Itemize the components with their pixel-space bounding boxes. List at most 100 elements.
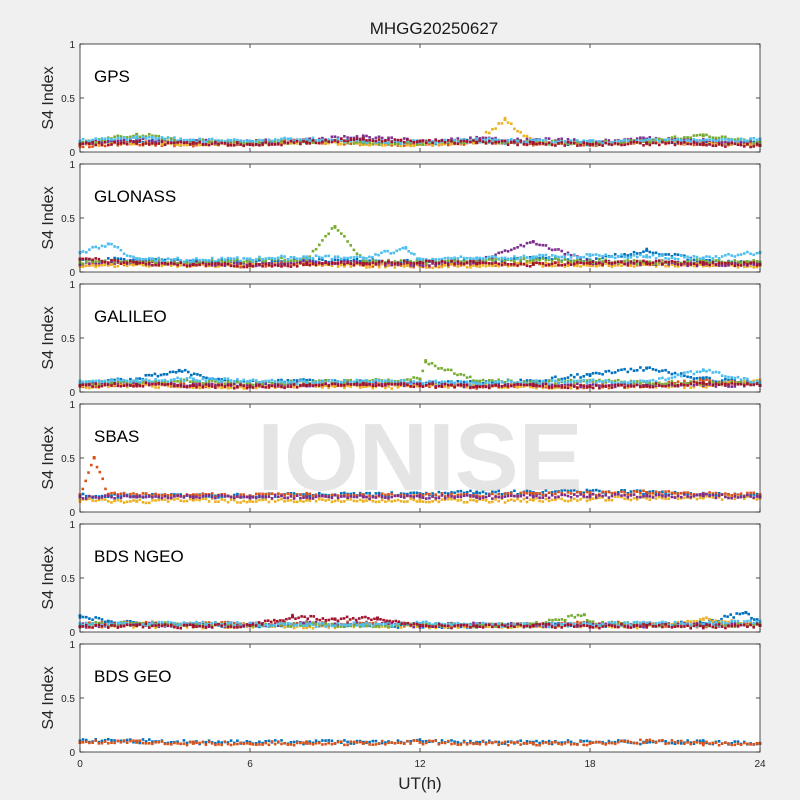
data-point — [324, 379, 327, 382]
data-point — [563, 384, 567, 388]
data-point — [85, 386, 88, 389]
data-point — [100, 261, 104, 264]
data-point — [173, 144, 176, 148]
data-point — [135, 138, 139, 142]
data-point — [724, 140, 727, 144]
data-point — [103, 260, 107, 264]
data-point — [629, 141, 633, 144]
series-track-6 — [78, 242, 762, 264]
data-point — [730, 376, 733, 379]
data-point — [673, 384, 677, 388]
data-point — [522, 254, 526, 258]
data-point — [720, 138, 724, 141]
data-point — [689, 382, 692, 385]
data-point — [191, 384, 195, 387]
data-point — [604, 385, 607, 388]
data-point — [434, 141, 437, 145]
data-point — [601, 256, 604, 260]
data-point — [182, 260, 186, 264]
data-point — [229, 383, 233, 386]
data-point — [550, 376, 554, 380]
data-point — [560, 386, 563, 390]
data-point — [727, 261, 730, 265]
data-point — [311, 257, 315, 260]
data-point — [500, 263, 504, 267]
data-point — [340, 137, 343, 140]
data-point — [724, 384, 727, 387]
data-point — [255, 379, 258, 382]
data-point — [585, 379, 589, 382]
data-point — [585, 259, 589, 262]
data-point — [739, 381, 743, 384]
data-point — [387, 264, 390, 267]
y-tick-label: 0.5 — [61, 214, 75, 225]
data-point — [280, 143, 283, 147]
data-point — [720, 141, 724, 145]
data-point — [642, 259, 645, 263]
data-point — [591, 253, 595, 257]
data-point — [566, 264, 570, 268]
data-point — [182, 138, 186, 142]
data-point — [686, 375, 689, 379]
data-point — [399, 262, 403, 266]
data-point — [292, 383, 296, 386]
data-point — [153, 372, 157, 376]
data-point — [462, 385, 466, 389]
data-point — [664, 264, 667, 268]
data-point — [286, 264, 290, 268]
data-point — [692, 264, 696, 268]
data-point — [201, 138, 205, 141]
data-point — [389, 252, 392, 255]
data-point — [705, 386, 708, 389]
data-point — [447, 262, 450, 266]
data-point — [623, 143, 626, 147]
data-point — [720, 374, 724, 377]
data-point — [658, 377, 661, 380]
data-point — [566, 261, 570, 265]
data-point — [195, 139, 198, 142]
data-point — [403, 137, 406, 140]
data-point — [163, 137, 167, 141]
data-point — [673, 143, 677, 147]
data-point — [377, 264, 381, 267]
data-point — [497, 257, 500, 261]
data-point — [201, 377, 205, 381]
data-point — [642, 263, 645, 266]
data-point — [749, 143, 752, 146]
data-point — [107, 143, 110, 147]
data-point — [667, 371, 670, 374]
data-point — [547, 263, 551, 267]
data-point — [639, 141, 642, 145]
data-point — [459, 373, 462, 376]
data-point — [541, 263, 545, 267]
data-point — [431, 141, 434, 145]
data-point — [267, 262, 271, 265]
data-point — [531, 141, 535, 145]
data-point — [661, 259, 664, 262]
data-point — [305, 262, 309, 266]
data-point — [374, 262, 378, 265]
data-point — [327, 232, 330, 236]
data-point — [163, 141, 167, 144]
data-point — [648, 250, 652, 254]
data-point — [352, 383, 356, 386]
data-point — [327, 384, 330, 388]
panel-background — [80, 284, 760, 392]
data-point — [528, 261, 532, 264]
data-point — [179, 383, 182, 387]
data-point — [188, 380, 192, 384]
data-point — [531, 255, 535, 259]
data-point — [604, 381, 607, 384]
data-point — [273, 380, 277, 383]
data-point — [239, 380, 242, 383]
data-point — [491, 255, 494, 258]
data-point — [541, 254, 545, 257]
data-point — [280, 254, 283, 258]
data-point — [617, 378, 620, 382]
data-point — [613, 142, 617, 145]
data-point — [582, 384, 585, 388]
data-point — [661, 254, 664, 257]
data-point — [582, 260, 585, 263]
data-point — [626, 386, 630, 389]
